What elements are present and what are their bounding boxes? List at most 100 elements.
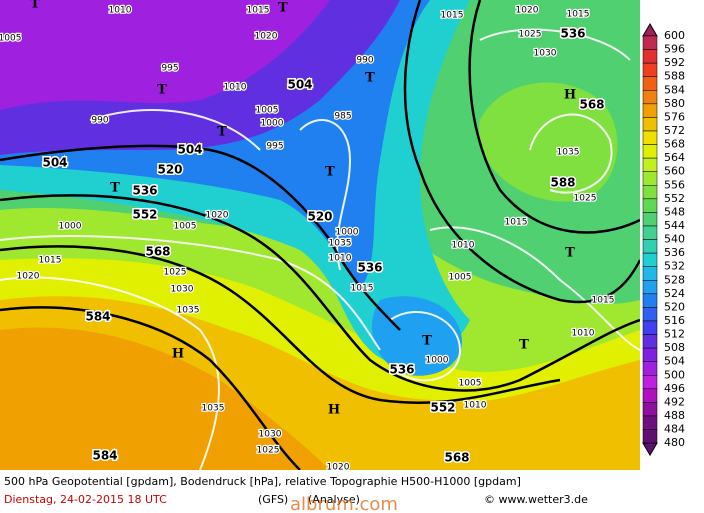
pressure-label: 1015 (505, 218, 528, 228)
colorbar-cell (642, 266, 658, 281)
pressure-label: 1005 (0, 34, 21, 44)
pressure-label: 1015 (351, 284, 374, 294)
colorbar-cell (642, 402, 658, 417)
pressure-label: 995 (266, 142, 283, 152)
map-background (0, 0, 640, 470)
colorbar-cell (642, 252, 658, 267)
pressure-label: 990 (356, 56, 373, 66)
colorbar-cell (642, 171, 658, 186)
pressure-center: T (565, 246, 575, 261)
footer-date: Dienstag, 24-02-2015 18 UTC (4, 493, 167, 506)
pressure-label: 1000 (426, 356, 449, 366)
colorbar-cell (642, 361, 658, 376)
colorbar-label: 544 (664, 219, 685, 232)
pressure-label: 1020 (255, 32, 278, 42)
pressure-center: T (278, 1, 288, 16)
pressure-label: 985 (334, 112, 351, 122)
colorbar-label: 536 (664, 246, 685, 259)
pressure-label: 1010 (572, 329, 595, 339)
colorbar-label: 596 (664, 43, 685, 56)
pressure-label: 1025 (164, 268, 187, 278)
colorbar-label: 572 (664, 124, 685, 137)
pressure-center: T (519, 338, 529, 353)
geopotential-label: 520 (157, 163, 182, 177)
pressure-label: 1010 (452, 241, 475, 251)
footer-title: 500 hPa Geopotential [gpdam], Bodendruck… (4, 475, 521, 488)
watermark: albrum.com (290, 494, 398, 513)
colorbar-cell (642, 280, 658, 295)
colorbar-cell (642, 429, 658, 444)
pressure-label: 1005 (174, 222, 197, 232)
geopotential-label: 504 (287, 78, 312, 92)
geopotential-label: 568 (579, 98, 604, 112)
colorbar-label: 512 (664, 328, 685, 341)
pressure-label: 1025 (574, 194, 597, 204)
colorbar-label: 480 (664, 436, 685, 449)
colorbar-arrow-top (642, 23, 658, 37)
colorbar-cell (642, 212, 658, 227)
colorbar-cell (642, 293, 658, 308)
colorbar-cell (642, 103, 658, 118)
colorbar-cell (642, 375, 658, 390)
pressure-center: T (157, 83, 167, 98)
geopotential-label: 520 (307, 210, 332, 224)
pressure-label: 1010 (329, 254, 352, 264)
pressure-label: 1005 (256, 106, 279, 116)
geopotential-label: 552 (132, 208, 157, 222)
colorbar: 6005965925885845805765725685645605565525… (642, 23, 685, 457)
pressure-center: T (30, 0, 40, 12)
colorbar-cell (642, 157, 658, 172)
pressure-label: 1030 (259, 430, 282, 440)
colorbar-cell (642, 225, 658, 240)
pressure-label: 1020 (17, 272, 40, 282)
colorbar-cell (642, 198, 658, 213)
pressure-label: 1030 (171, 285, 194, 295)
colorbar-label: 488 (664, 409, 685, 422)
geopotential-label: 504 (177, 143, 202, 157)
pressure-label: 1015 (247, 6, 270, 16)
pressure-label: 1035 (557, 148, 580, 158)
colorbar-label: 524 (664, 287, 685, 300)
pressure-label: 1035 (329, 239, 352, 249)
colorbar-label: 496 (664, 382, 685, 395)
colorbar-label: 564 (664, 151, 685, 164)
colorbar-label: 532 (664, 260, 685, 273)
colorbar-label: 584 (664, 83, 685, 96)
colorbar-cell (642, 185, 658, 200)
pressure-label: 1025 (519, 30, 542, 40)
colorbar-label: 576 (664, 110, 685, 123)
pressure-label: 1000 (261, 119, 284, 129)
colorbar-cell (642, 130, 658, 145)
colorbar-label: 484 (664, 423, 685, 436)
geopotential-label: 568 (145, 245, 170, 259)
footer-model: (GFS) (258, 493, 288, 506)
pressure-center: H (328, 403, 340, 418)
geopotential-label: 536 (132, 184, 157, 198)
pressure-center: T (325, 165, 335, 180)
footer-run: (Analyse) (308, 493, 360, 506)
colorbar-label: 560 (664, 165, 685, 178)
pressure-center: T (422, 334, 432, 349)
geopotential-label: 584 (85, 310, 110, 324)
map-labels: 5045045045205205365365365365525525685685… (0, 0, 616, 474)
pressure-label: 1010 (464, 401, 487, 411)
colorbar-label: 552 (664, 192, 685, 205)
colorbar-label: 556 (664, 178, 685, 191)
colorbar-cell (642, 320, 658, 335)
colorbar-label: 600 (664, 29, 685, 42)
pressure-label: 1025 (257, 446, 280, 456)
pressure-label: 995 (161, 64, 178, 74)
pressure-center: H (172, 347, 184, 362)
pressure-label: 1010 (109, 6, 132, 16)
pressure-label: 1000 (59, 222, 82, 232)
pressure-label: 1035 (177, 306, 200, 316)
footer-credit: © www.wetter3.de (484, 493, 588, 506)
colorbar-label: 504 (664, 355, 685, 368)
colorbar-cell (642, 239, 658, 254)
geopotential-label: 504 (42, 156, 67, 170)
colorbar-cell (642, 307, 658, 322)
pressure-center: T (365, 71, 375, 86)
colorbar-cell (642, 334, 658, 349)
colorbar-label: 588 (664, 70, 685, 83)
